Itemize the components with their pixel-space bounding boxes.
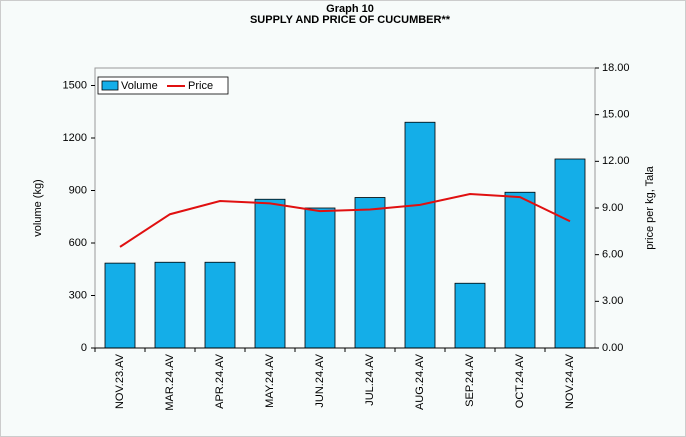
bar — [304, 207, 336, 349]
y2-tick-label: 6.00 — [602, 249, 623, 261]
y2-tick-label: 12.00 — [602, 155, 630, 167]
y2-tick-label: 3.00 — [602, 295, 623, 307]
y2-axis-label: price per kg, Tala — [644, 165, 656, 249]
y2-tick-label: 0.00 — [602, 342, 623, 354]
bar — [554, 158, 586, 349]
chart-title: Graph 10 — [326, 3, 374, 15]
y-tick-label: 1200 — [63, 132, 87, 144]
x-tick-label: OCT.24.AV — [514, 353, 526, 408]
y2-tick-label: 15.00 — [602, 109, 630, 121]
y2-tick-label: 9.00 — [602, 202, 623, 214]
y-tick-label: 0 — [81, 342, 87, 354]
y-tick-label: 600 — [69, 237, 87, 249]
x-tick-label: SEP.24.AV — [464, 353, 476, 406]
x-tick-label: NOV.24.AV — [564, 353, 576, 409]
y-tick-label: 900 — [69, 184, 87, 196]
price-line — [119, 192, 571, 248]
x-tick-label: AUG.24.AV — [414, 353, 426, 410]
x-tick-label: APR.24.AV — [214, 353, 226, 408]
x-tick-label: MAR.24.AV — [164, 353, 176, 410]
legend-box — [97, 76, 229, 95]
bar — [504, 191, 536, 349]
x-tick-label: MAY.24.AV — [264, 353, 276, 407]
x-tick-label: JUN.24.AV — [314, 353, 326, 407]
legend-swatch — [101, 80, 119, 91]
bar — [204, 261, 236, 349]
x-tick-label: NOV.23.AV — [114, 353, 126, 409]
y-tick-label: 300 — [69, 289, 87, 301]
bar — [254, 198, 286, 349]
legend-label: Volume — [121, 80, 158, 92]
y-axis-label: volume (kg) — [32, 179, 44, 236]
legend-label: Price — [188, 80, 213, 92]
bar — [154, 261, 186, 349]
y-tick-label: 1500 — [63, 79, 87, 91]
bar — [354, 197, 386, 349]
bar — [404, 121, 436, 349]
y2-tick-label: 18.00 — [602, 62, 630, 74]
bar — [454, 282, 486, 349]
x-tick-label: JUL.24.AV — [364, 353, 376, 405]
bar — [104, 262, 136, 349]
chart-subtitle: SUPPLY AND PRICE OF CUCUMBER** — [250, 14, 451, 26]
